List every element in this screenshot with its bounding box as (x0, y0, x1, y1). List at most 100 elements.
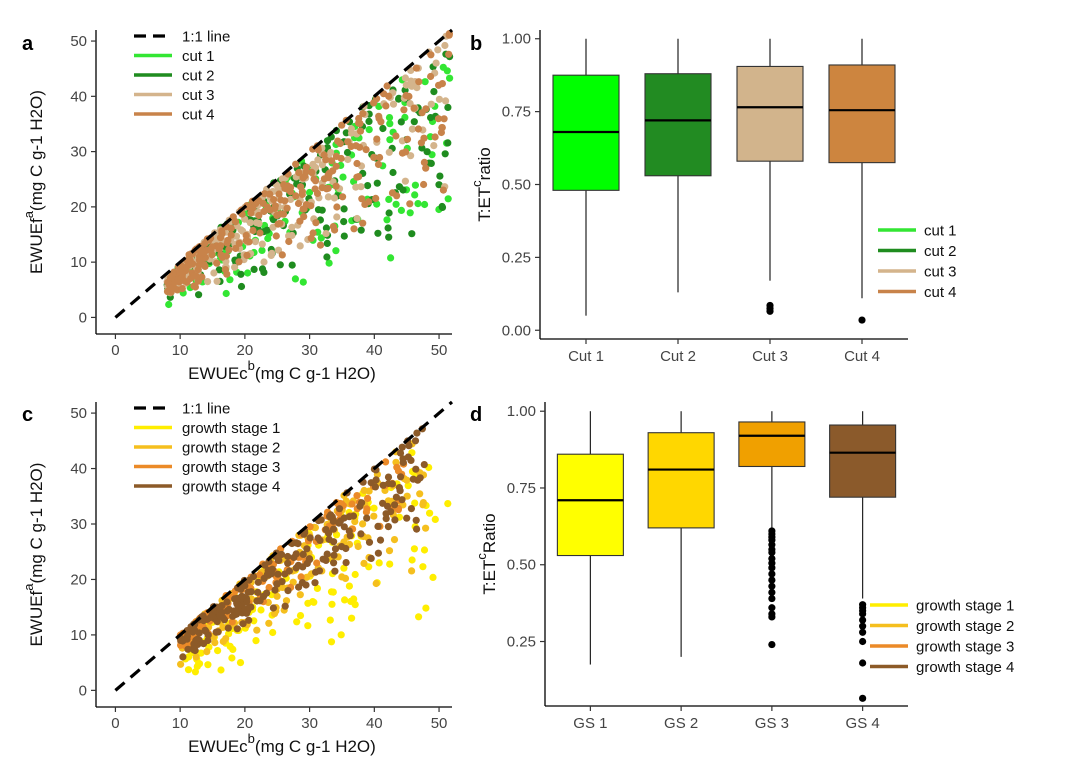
data-point (444, 103, 452, 111)
data-point (299, 278, 307, 286)
data-point (277, 196, 285, 204)
data-point (415, 613, 423, 621)
data-point (373, 179, 381, 187)
data-point (351, 601, 359, 609)
data-point (260, 268, 268, 276)
legend: cut 1 cut 2 cut 3 cut 4 (878, 223, 957, 301)
data-point (242, 231, 250, 240)
data-point (373, 200, 381, 208)
data-point (213, 618, 221, 626)
x-tick-label: 30 (301, 342, 318, 359)
y-tick-label: 1.00 (507, 403, 536, 420)
data-point (370, 153, 378, 161)
data-point (412, 64, 420, 72)
data-point (397, 118, 405, 126)
data-point (337, 631, 345, 639)
data-point (403, 476, 411, 484)
data-point (330, 559, 338, 567)
data-point (427, 72, 435, 81)
data-point (339, 173, 347, 181)
box-iqr (556, 453, 624, 557)
data-point (374, 160, 383, 168)
y-axis-title: T:ETcRatio (474, 513, 499, 594)
y-axis-title: T:ETcratio (469, 147, 494, 222)
data-point (364, 182, 372, 190)
data-point (192, 653, 200, 661)
data-point (388, 480, 396, 488)
data-point (295, 169, 303, 177)
legend-label: growth stage 4 (916, 659, 1014, 676)
data-point (281, 602, 289, 610)
data-point (385, 195, 393, 203)
data-point (379, 499, 387, 507)
outlier-point (859, 659, 867, 667)
data-point (342, 559, 350, 567)
data-point (365, 126, 373, 134)
data-point (408, 230, 416, 238)
box-iqr (644, 73, 712, 177)
data-point (224, 236, 232, 244)
data-point (308, 168, 316, 176)
data-point (418, 109, 426, 117)
data-point (384, 224, 392, 232)
box-GS-1 (556, 411, 624, 665)
data-point (233, 625, 241, 633)
data-point (225, 246, 233, 254)
data-point (345, 513, 353, 521)
data-point (297, 573, 305, 581)
data-point (237, 282, 246, 291)
data-point (322, 556, 330, 565)
data-point (401, 74, 409, 82)
outlier-point (768, 588, 776, 596)
data-point (312, 219, 320, 227)
box-iqr (736, 65, 804, 162)
data-point (395, 484, 403, 492)
data-point (353, 159, 361, 168)
data-point (284, 559, 292, 567)
data-point (327, 511, 335, 519)
x-tick-label: Cut 3 (752, 348, 788, 365)
data-point (427, 100, 435, 108)
data-point (392, 132, 400, 140)
data-point (329, 525, 338, 533)
data-point (222, 252, 230, 260)
data-point (347, 142, 355, 151)
data-point (324, 193, 332, 201)
y-tick-label: 0.75 (502, 104, 531, 121)
data-point (309, 160, 317, 168)
data-point (341, 574, 350, 583)
data-point (244, 588, 252, 596)
data-point (403, 135, 412, 143)
data-point (407, 152, 415, 160)
panel-b: b Cut 1 Cut 2 Cut 3 Cut 4 0.00 0.25 0.50 0.75 1.0… (469, 30, 957, 365)
data-point (177, 636, 185, 644)
data-point (271, 586, 279, 594)
data-point (263, 571, 271, 579)
data-point (402, 81, 410, 89)
data-point (386, 136, 394, 144)
outlier-point (859, 622, 867, 630)
data-point (410, 118, 418, 126)
data-point (385, 114, 394, 122)
x-tick-label: GS 3 (755, 715, 789, 732)
data-point (322, 224, 330, 232)
data-point (367, 554, 375, 563)
data-point (294, 199, 303, 208)
y-tick-label: 0 (79, 682, 87, 699)
data-point (388, 189, 397, 197)
data-point (273, 211, 281, 219)
data-point (327, 638, 336, 646)
data-point (382, 102, 390, 110)
data-point (370, 99, 378, 107)
data-point (278, 251, 286, 259)
data-point (194, 265, 202, 274)
data-point (303, 545, 311, 553)
data-point (445, 50, 453, 58)
data-point (214, 647, 222, 655)
data-point (261, 190, 269, 198)
data-point (275, 190, 283, 198)
data-point (250, 265, 258, 273)
data-point (233, 594, 241, 602)
data-point (245, 203, 253, 211)
data-point (271, 202, 279, 210)
